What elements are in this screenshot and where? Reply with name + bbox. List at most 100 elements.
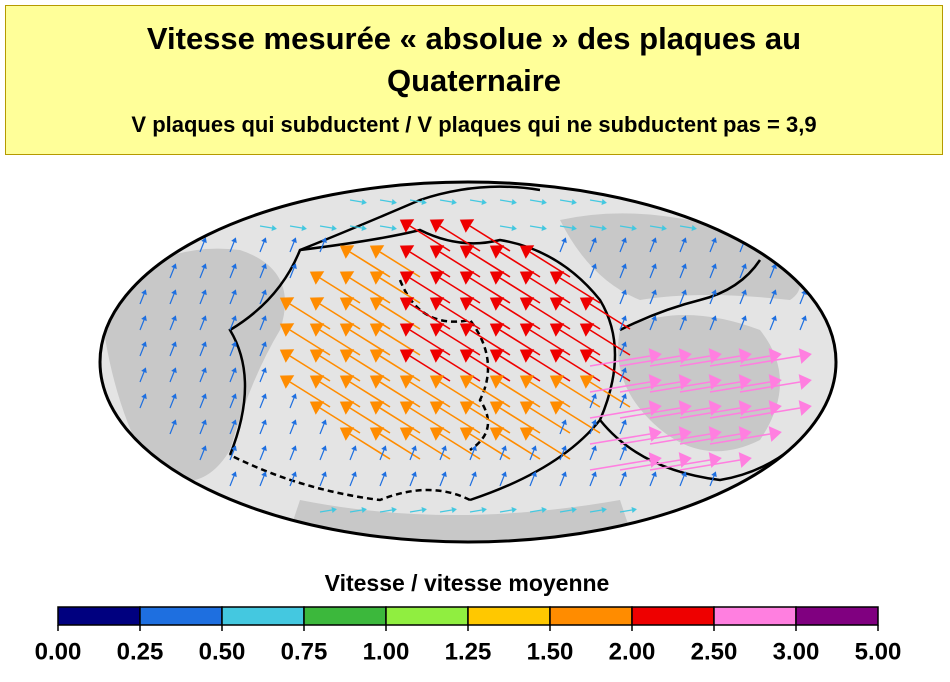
arrow-head [171, 393, 177, 400]
velocity-arrow [409, 199, 423, 203]
velocity-arrow [169, 293, 175, 305]
arrow-head [399, 297, 415, 311]
velocity-arrow [529, 329, 571, 356]
arrow-head [201, 315, 207, 322]
velocity-arrow [349, 251, 391, 278]
velocity-arrow [589, 225, 603, 229]
arrow-head [579, 297, 595, 311]
arrow-head [201, 263, 207, 270]
arrow-head [681, 263, 687, 270]
velocity-arrow [709, 241, 715, 253]
arrow-head [201, 289, 207, 296]
arrow-head [339, 349, 355, 363]
arrow-head [571, 199, 577, 205]
velocity-arrow [319, 423, 325, 435]
arrow-head [691, 225, 697, 231]
velocity-arrow [649, 319, 655, 331]
arrow-head [429, 427, 445, 441]
velocity-arrow [439, 199, 453, 203]
velocity-arrow [289, 241, 295, 253]
arrow-head [309, 375, 325, 389]
velocity-arrow [349, 433, 391, 460]
velocity-arrow [769, 267, 775, 279]
velocity-arrow [139, 345, 145, 357]
velocity-arrow [349, 199, 363, 203]
velocity-arrow [409, 433, 451, 460]
velocity-arrow [409, 225, 451, 252]
velocity-arrow [439, 303, 481, 330]
arrow-head [171, 367, 177, 374]
velocity-arrow [469, 329, 511, 356]
velocity-arrow [409, 251, 451, 278]
velocity-arrow [409, 329, 451, 356]
velocity-arrow [679, 381, 741, 393]
velocity-arrow [739, 381, 801, 393]
velocity-arrow [349, 475, 355, 487]
velocity-arrow [349, 225, 363, 229]
velocity-arrow [469, 449, 475, 461]
velocity-arrow [769, 293, 775, 305]
velocity-arrow [409, 449, 415, 461]
arrow-head [391, 225, 397, 231]
arrow-head [711, 471, 717, 478]
arrow-head [531, 471, 537, 478]
arrow-head [519, 349, 535, 363]
arrow-head [621, 471, 627, 478]
velocity-arrow [589, 303, 631, 330]
velocity-arrow [169, 397, 175, 409]
globe-outline [98, 180, 838, 544]
velocity-arrow [139, 293, 145, 305]
arrow-head [309, 297, 325, 311]
velocity-arrow [559, 241, 565, 253]
colorbar-tick-label: 1.00 [363, 638, 410, 665]
velocity-arrow [559, 277, 601, 304]
velocity-arrow [649, 459, 711, 471]
arrow-head [171, 289, 177, 296]
arrow-head [271, 225, 277, 231]
velocity-arrow [619, 225, 633, 229]
velocity-arrow [589, 199, 603, 203]
arrow-head [519, 323, 535, 337]
arrow-head [459, 271, 475, 285]
velocity-arrow [439, 329, 481, 356]
arrow-head [601, 507, 607, 513]
velocity-arrow [529, 355, 571, 382]
arrow-head [201, 393, 207, 400]
arrow-head [489, 323, 505, 337]
arrow-head [561, 237, 567, 244]
arrow-head [561, 419, 567, 426]
arrow-head [261, 263, 267, 270]
arrow-head [489, 375, 505, 389]
arrow-head [621, 237, 627, 244]
arrow-head [291, 445, 297, 452]
arrow-head [681, 237, 687, 244]
arrow-head [399, 349, 415, 363]
arrow-head [549, 375, 565, 389]
velocity-arrow [679, 407, 741, 419]
arrow-head [511, 225, 517, 231]
velocity-arrow [589, 397, 595, 409]
arrow-head [411, 471, 417, 478]
velocity-arrow [259, 319, 265, 331]
colorbar-segment [467, 606, 551, 626]
arrow-head [661, 225, 667, 231]
arrow-head [741, 263, 747, 270]
velocity-arrow [319, 329, 361, 356]
velocity-arrow [589, 423, 595, 435]
velocity-arrow [649, 475, 655, 487]
velocity-arrow [529, 449, 535, 461]
velocity-arrow [169, 423, 175, 435]
arrow-head [429, 271, 445, 285]
velocity-arrow [559, 381, 601, 408]
arrow-head [519, 271, 535, 285]
velocity-arrow [499, 277, 541, 304]
arrow-head [549, 271, 565, 285]
velocity-arrow [229, 449, 235, 461]
arrow-head [489, 245, 505, 259]
velocity-arrow [259, 293, 265, 305]
velocity-arrow [619, 319, 625, 331]
arrow-head [231, 419, 237, 426]
velocity-arrow [679, 293, 685, 305]
velocity-arrow [529, 433, 571, 460]
arrow-head [399, 375, 415, 389]
